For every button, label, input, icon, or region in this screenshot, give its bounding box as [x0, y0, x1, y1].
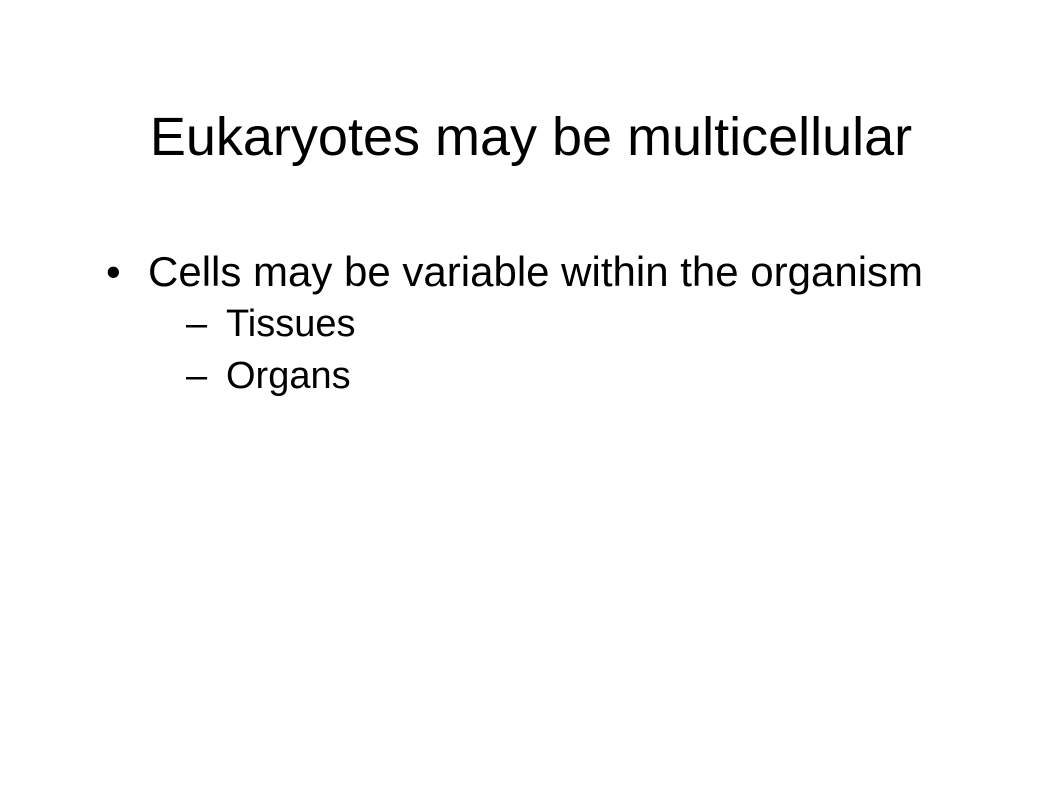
bullet-text: Cells may be variable within the organis…: [148, 248, 923, 295]
subbullet-item: Organs: [186, 351, 962, 402]
slide: Eukaryotes may be multicellular Cells ma…: [0, 0, 1062, 797]
subbullet-item: Tissues: [186, 299, 962, 350]
bullet-item: Cells may be variable within the organis…: [100, 246, 962, 402]
bullet-list-level1: Cells may be variable within the organis…: [100, 246, 962, 402]
bullet-list-level2: Tissues Organs: [148, 299, 962, 402]
subbullet-text: Tissues: [226, 303, 356, 345]
slide-title: Eukaryotes may be multicellular: [0, 106, 1062, 168]
slide-body: Cells may be variable within the organis…: [100, 246, 962, 408]
subbullet-text: Organs: [226, 355, 351, 397]
